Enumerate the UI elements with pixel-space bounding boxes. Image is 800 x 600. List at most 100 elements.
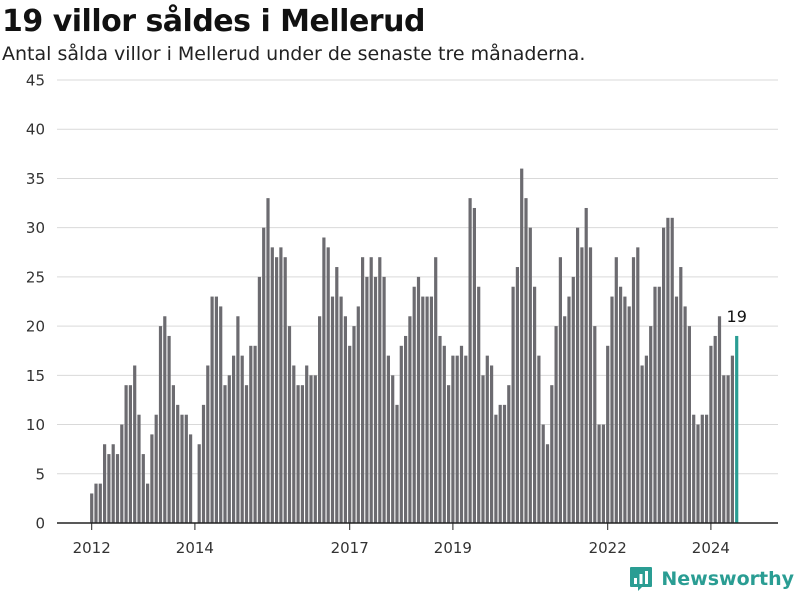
bar <box>709 345 713 523</box>
bar <box>124 385 128 523</box>
y-tick-label: 25 <box>26 268 45 286</box>
bar <box>326 247 330 523</box>
bar <box>730 355 734 523</box>
bar <box>472 207 476 523</box>
bar <box>614 257 618 523</box>
bar <box>649 326 653 523</box>
bar <box>219 306 223 523</box>
bar <box>201 404 206 523</box>
bar <box>167 335 171 523</box>
bar <box>236 316 240 523</box>
bar <box>490 365 494 523</box>
y-tick-label: 30 <box>26 219 45 237</box>
y-tick-label: 0 <box>35 515 45 533</box>
bar <box>597 424 601 523</box>
bar <box>644 355 648 523</box>
bar <box>266 198 270 523</box>
bar <box>339 296 343 523</box>
bar-highlight <box>735 335 739 523</box>
bar <box>447 385 451 523</box>
bar <box>275 257 279 523</box>
bar <box>468 198 472 523</box>
bar <box>416 276 421 523</box>
bar <box>623 296 627 523</box>
bar <box>378 257 382 523</box>
x-tick-label: 2019 <box>434 539 472 557</box>
bar <box>128 385 132 523</box>
bar <box>528 227 532 523</box>
bar <box>150 434 154 523</box>
bar <box>408 316 412 523</box>
bar <box>154 414 158 523</box>
bar <box>687 326 691 523</box>
bar <box>369 257 373 523</box>
bar <box>184 414 188 523</box>
bar <box>249 345 253 523</box>
bar <box>434 257 438 523</box>
bar <box>373 276 378 523</box>
y-tick-label: 20 <box>26 318 45 336</box>
bar <box>103 444 107 523</box>
bar <box>176 404 180 523</box>
bar <box>662 227 666 523</box>
chart-title: 19 villor såldes i Mellerud <box>2 4 425 39</box>
bar <box>279 247 283 523</box>
bar <box>696 424 700 523</box>
x-tick-label: 2022 <box>589 539 627 557</box>
bar <box>683 306 687 523</box>
bar <box>713 335 717 523</box>
bar <box>610 296 614 523</box>
x-tick-label: 2012 <box>73 539 111 557</box>
bar <box>545 444 550 523</box>
bar <box>391 375 395 523</box>
y-tick-label: 5 <box>35 465 45 483</box>
bar <box>283 257 287 523</box>
x-tick-label: 2024 <box>692 539 730 557</box>
y-tick-label: 45 <box>26 72 45 90</box>
bar <box>305 365 309 523</box>
bar <box>223 385 227 523</box>
bar <box>421 296 425 523</box>
bar <box>210 296 214 523</box>
bar <box>399 345 403 523</box>
bar <box>158 326 163 523</box>
bar <box>120 424 124 523</box>
newsworthy-brand[interactable]: Newsworthy <box>629 566 794 592</box>
data-label-latest: 19 <box>727 307 747 326</box>
bar <box>580 247 584 523</box>
bar <box>494 414 498 523</box>
bar <box>657 286 661 523</box>
y-tick-label: 35 <box>26 170 45 188</box>
bar <box>94 483 98 523</box>
bar <box>705 414 709 523</box>
bar <box>485 355 489 523</box>
bars <box>90 168 739 524</box>
bar <box>558 257 562 523</box>
bar <box>619 286 623 523</box>
bar <box>554 326 558 523</box>
bar <box>601 424 605 523</box>
bar <box>98 483 102 523</box>
bar <box>584 207 588 523</box>
bar <box>318 316 322 523</box>
x-tick-label: 2014 <box>176 539 214 557</box>
bar <box>507 385 511 523</box>
bar <box>563 316 567 523</box>
bar <box>627 306 631 523</box>
bar <box>567 296 571 523</box>
bar <box>322 237 326 523</box>
bar <box>550 385 554 523</box>
bar <box>666 217 670 524</box>
bar <box>692 414 696 523</box>
bar <box>537 355 541 523</box>
bar <box>180 414 184 523</box>
data-labels: 19 <box>727 307 747 326</box>
bar <box>541 424 545 523</box>
bar <box>429 296 433 523</box>
bar <box>455 355 459 523</box>
bar <box>137 414 141 523</box>
bar <box>296 385 300 523</box>
bar <box>309 375 313 523</box>
bar <box>300 385 304 523</box>
bar <box>232 355 236 523</box>
